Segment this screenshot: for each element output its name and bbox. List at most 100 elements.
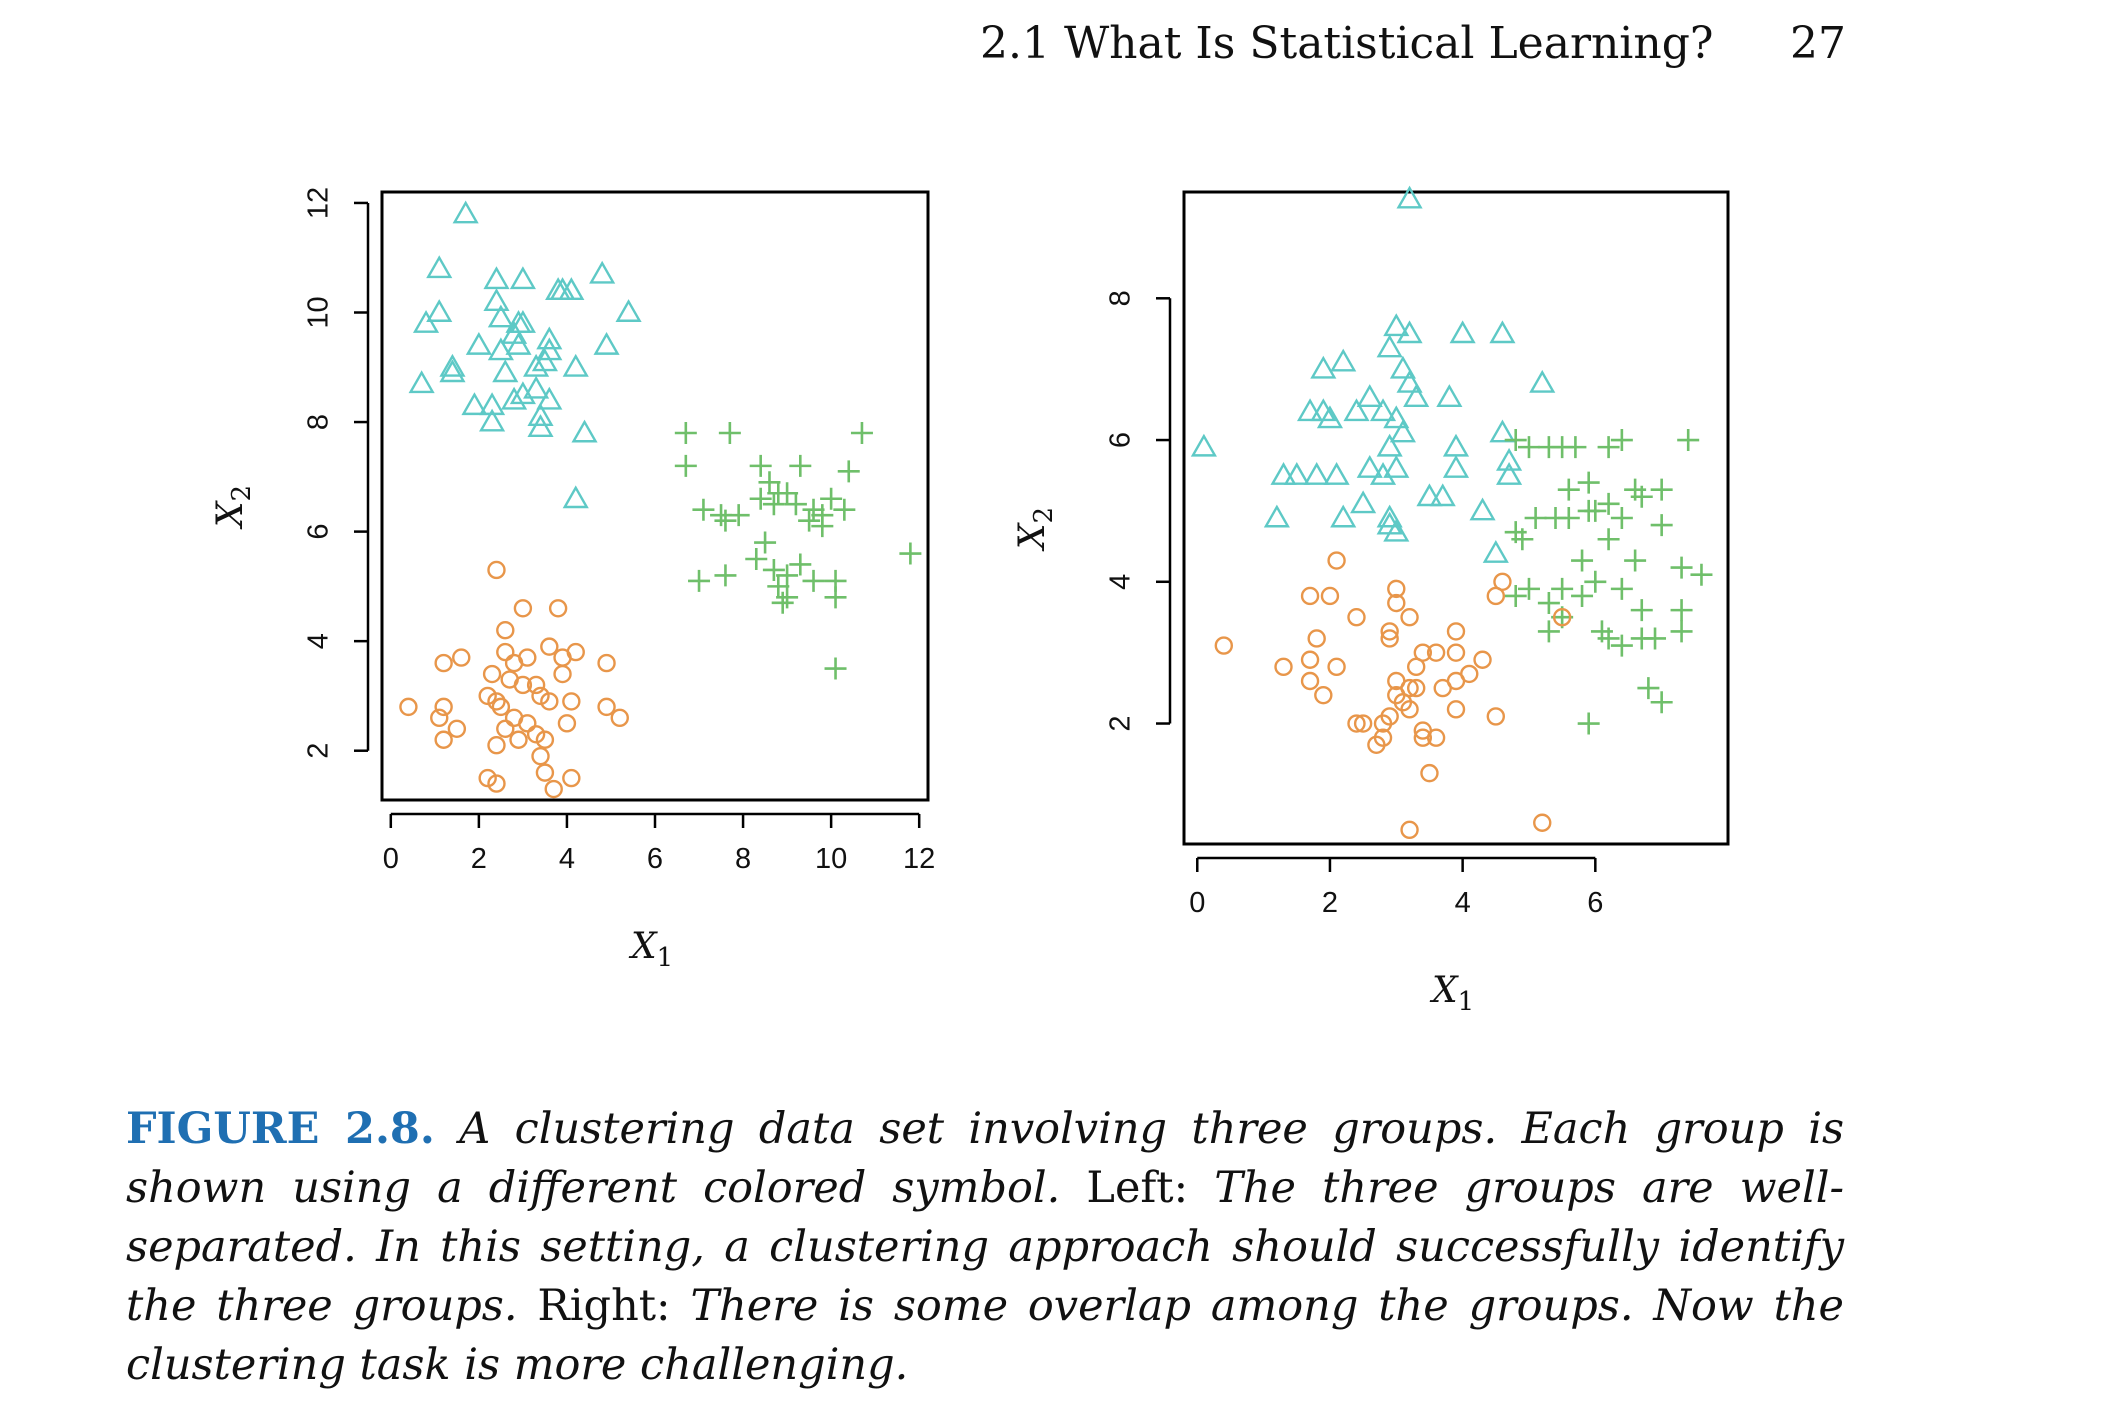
data-point-circle (1373, 714, 1393, 733)
data-point-plus (824, 586, 847, 609)
data-point-triangle (531, 348, 558, 372)
data-point-plus (1577, 499, 1600, 522)
data-point-triangle (1442, 433, 1470, 457)
data-point-circle (496, 719, 515, 738)
data-point-circle (1300, 650, 1320, 669)
data-point-circle (597, 697, 616, 717)
data-point-triangle (505, 331, 532, 355)
data-point-triangle (562, 485, 589, 509)
data-point-triangle (615, 299, 642, 322)
data-point-triangle (1489, 419, 1516, 443)
data-point-triangle (479, 392, 506, 416)
data-point-circle (1406, 678, 1426, 698)
data-point-circle (1327, 551, 1346, 570)
data-point-plus (692, 498, 715, 521)
data-point-triangle (509, 266, 536, 290)
figure-label: FIGURE 2.8. (126, 1104, 435, 1154)
data-point-triangle (1316, 405, 1344, 429)
data-point-plus (714, 509, 737, 532)
data-point-triangle (1376, 504, 1403, 528)
data-point-triangle (1383, 405, 1410, 429)
data-point-triangle (1396, 320, 1423, 344)
data-point-circle (1400, 700, 1419, 719)
data-point-circle (1493, 572, 1512, 591)
data-point-circle (1446, 622, 1466, 641)
data-point-triangle (1283, 462, 1310, 485)
data-point-triangle (1356, 454, 1383, 478)
series-circle (399, 560, 629, 799)
data-point-plus (714, 564, 737, 587)
data-point-triangle (536, 386, 563, 410)
data-point-circle (487, 736, 506, 755)
data-point-triangle (523, 375, 550, 399)
data-point-triangle (1449, 320, 1476, 344)
data-point-plus (1610, 634, 1633, 657)
data-point-circle (1380, 622, 1399, 641)
data-point-plus (762, 558, 785, 581)
data-point-plus (688, 569, 711, 592)
data-point-plus (811, 515, 834, 538)
data-point-triangle (487, 304, 514, 328)
data-point-circle (1367, 735, 1386, 754)
data-point-circle (452, 648, 471, 667)
y-tick-label: 6 (1105, 432, 1137, 448)
data-point-plus (1644, 627, 1667, 650)
data-point-circle (1400, 820, 1419, 840)
data-point-triangle (1330, 504, 1357, 528)
series-plus (1504, 429, 1713, 735)
data-point-triangle (1376, 334, 1403, 358)
data-point-plus (727, 504, 750, 527)
data-point-circle (1327, 657, 1346, 677)
x-tick-label: 0 (383, 843, 399, 875)
caption-right-word: Right: (537, 1281, 671, 1331)
data-point-triangle (1369, 398, 1397, 422)
data-point-triangle (492, 359, 519, 383)
data-point-circle (434, 730, 453, 749)
data-point-plus (754, 531, 777, 554)
y-tick-label: 10 (303, 296, 335, 328)
x-tick-label: 2 (1322, 887, 1338, 919)
data-point-plus (1571, 549, 1594, 572)
data-point-triangle (1190, 433, 1217, 457)
data-point-plus (789, 553, 812, 576)
data-point-circle (1446, 643, 1466, 662)
data-point-plus (1597, 492, 1620, 515)
data-point-circle (1426, 728, 1446, 747)
data-point-plus (1504, 584, 1527, 607)
section-title: 2.1 What Is Statistical Learning? (980, 18, 1714, 69)
x-axis-label: X1 (628, 926, 673, 973)
data-point-circle (1473, 650, 1492, 669)
y-tick-label: 4 (303, 633, 335, 649)
data-point-triangle (1376, 433, 1403, 457)
data-point-circle (548, 599, 568, 618)
data-point-plus (1597, 627, 1620, 650)
data-point-circle (1486, 707, 1506, 726)
series-circle (1214, 551, 1572, 840)
data-point-triangle (1356, 384, 1383, 407)
data-point-triangle (549, 277, 576, 301)
data-point-plus (1690, 563, 1713, 586)
data-point-circle (482, 664, 502, 684)
data-point-plus (749, 487, 772, 510)
y-axis-label: X2 (1012, 507, 1059, 552)
data-point-plus (802, 569, 825, 592)
data-point-triangle (412, 310, 440, 333)
data-point-plus (1670, 620, 1693, 643)
data-point-circle (496, 620, 515, 640)
x-tick-label: 12 (903, 843, 935, 875)
data-point-triangle (479, 408, 506, 432)
data-point-plus (1624, 549, 1647, 572)
data-point-triangle (1383, 518, 1410, 542)
data-point-plus (758, 471, 781, 494)
page-number: 27 (1790, 18, 1846, 69)
data-point-triangle (1489, 320, 1516, 344)
data-point-circle (540, 637, 559, 656)
y-tick-label: 6 (303, 524, 335, 540)
data-point-plus (1597, 436, 1620, 459)
data-point-circle (557, 714, 577, 733)
data-point-triangle (1416, 483, 1443, 507)
data-point-triangle (1369, 462, 1397, 485)
data-point-triangle (1389, 419, 1416, 443)
data-point-triangle (1396, 369, 1423, 393)
data-point-circle (535, 763, 555, 782)
